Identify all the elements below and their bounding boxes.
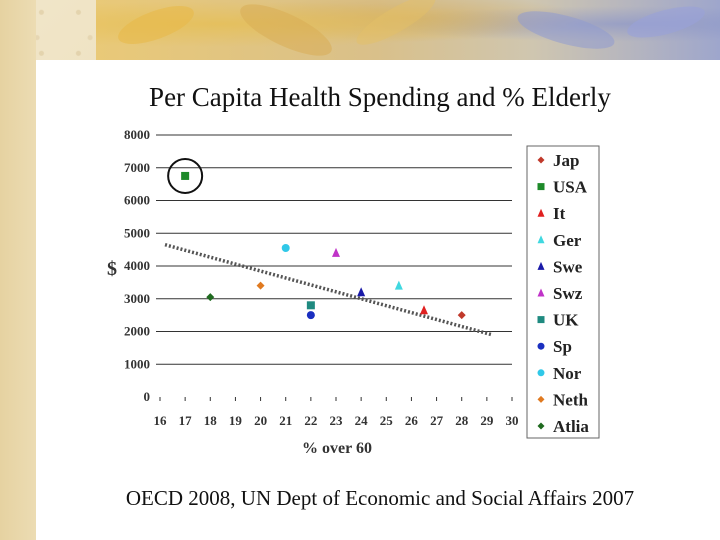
legend-marker-swe: [537, 261, 545, 270]
slide-left-strip: [0, 0, 36, 540]
x-axis-title: % over 60: [302, 440, 372, 457]
legend: Jap USA It Ger Swe Swz UK Sp Nor Neth Atlia: [526, 145, 600, 439]
x-tick-label: 16: [154, 413, 168, 428]
legend-marker-swz: [537, 288, 545, 297]
source-caption: OECD 2008, UN Dept of Economic and Socia…: [125, 486, 635, 510]
legend-label-neth: Neth: [553, 390, 588, 409]
y-tick-label: 6000: [124, 193, 150, 208]
slide-title: Per Capita Health Spending and % Elderly: [149, 82, 611, 112]
legend-marker-usa: [537, 183, 545, 191]
legend-label-nor: Nor: [553, 364, 582, 383]
legend-label-swz: Swz: [553, 284, 583, 303]
y-tick-label: 7000: [124, 160, 150, 175]
legend-label-ger: Ger: [553, 231, 582, 250]
y-tick-label: 5000: [124, 225, 150, 240]
leaf-shape: [356, 0, 436, 45]
legend-label-jap: Jap: [553, 151, 579, 170]
data-point-jap: [457, 311, 466, 320]
x-tick-label: 27: [430, 413, 444, 428]
legend-marker-it: [537, 208, 545, 217]
legend-marker-atlia: [537, 422, 545, 430]
data-point-uk: [306, 301, 315, 310]
data-point-neth: [256, 281, 265, 290]
data-point-ger: [394, 280, 403, 290]
leaf-shape: [240, 4, 332, 56]
data-point-sp: [306, 311, 315, 320]
legend-marker-sp: [537, 342, 545, 350]
data-point-it: [420, 305, 428, 315]
slide-content-panel: [36, 60, 720, 540]
highlight-circle: [167, 157, 204, 194]
tick-labels: 0 1000 2000 3000 4000 5000 6000 7000 8000 16 17 18 1…: [124, 127, 519, 428]
legend-label-sp: Sp: [553, 337, 572, 356]
y-tick-label: 8000: [124, 127, 150, 142]
x-tick-label: 30: [506, 413, 519, 428]
legend-marker-ger: [537, 235, 545, 244]
data-point-swe: [357, 287, 366, 297]
x-tick-label: 28: [455, 413, 469, 428]
y-tick-label: 3000: [124, 291, 150, 306]
y-tick-label: 0: [144, 389, 151, 404]
x-tick-label: 21: [279, 413, 292, 428]
legend-marker-neth: [537, 395, 545, 403]
y-tick-label: 4000: [124, 258, 150, 273]
legend-marker-jap: [537, 156, 545, 164]
legend-marker-uk: [537, 316, 545, 324]
x-tick-label: 29: [480, 413, 494, 428]
legend-label-swe: Swe: [553, 257, 583, 276]
x-tick-label: 24: [355, 413, 369, 428]
x-tick-label: 20: [254, 413, 267, 428]
data-point-usa: [181, 171, 190, 180]
legend-label-uk: UK: [553, 311, 579, 330]
data-point-atlia: [206, 293, 215, 302]
x-tick-label: 18: [204, 413, 218, 428]
x-tick-label: 25: [380, 413, 394, 428]
x-tick-label: 19: [229, 413, 243, 428]
data-point-swz: [332, 247, 340, 257]
trendline-group: [164, 243, 493, 337]
legend-label-atlia: Atlia: [553, 417, 589, 436]
legend-label-it: It: [553, 204, 566, 223]
y-tick-label: 1000: [124, 356, 150, 371]
data-points: [167, 157, 466, 320]
y-tick-label: 2000: [124, 324, 150, 339]
leaf-shape: [517, 11, 615, 49]
gridlines: [156, 134, 513, 401]
x-tick-label: 17: [179, 413, 193, 428]
y-axis-title: $: [107, 258, 117, 280]
trendline: [164, 243, 493, 337]
banner-leaves: [118, 0, 705, 56]
legend-label-usa: USA: [553, 178, 588, 197]
decorative-banner: [96, 0, 720, 60]
legend-box: [526, 145, 600, 439]
x-tick-label: 26: [405, 413, 419, 428]
leaf-shape: [118, 6, 194, 44]
legend-marker-nor: [537, 369, 545, 377]
data-point-nor: [281, 243, 290, 252]
x-tick-label: 23: [330, 413, 344, 428]
x-tick-label: 22: [304, 413, 317, 428]
leaf-shape: [627, 6, 705, 38]
